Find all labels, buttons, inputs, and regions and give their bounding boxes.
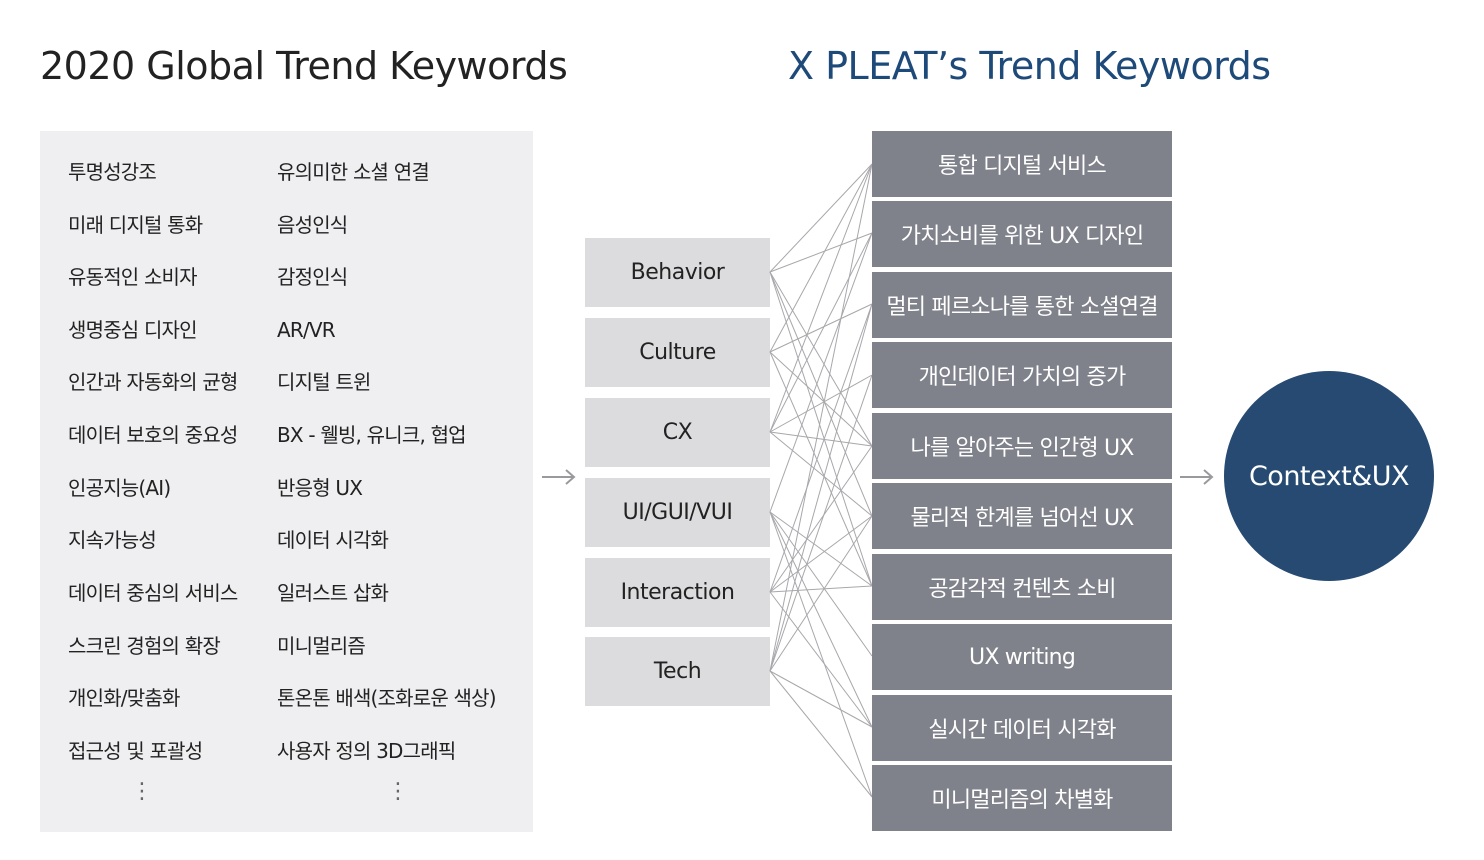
global-keyword-item: 지속가능성 — [68, 528, 157, 552]
global-keyword-item: 인간과 자동화의 균형 — [68, 370, 238, 394]
xpleat-keyword-item: 실시간 데이터 시각화 — [872, 695, 1172, 761]
xpleat-keyword-item: 가치소비를 위한 UX 디자인 — [872, 201, 1172, 267]
global-keywords-panel: 투명성강조 미래 디지털 통화 유동적인 소비자 생명중심 디자인 인간과 자동… — [40, 131, 533, 832]
category-behavior: Behavior — [585, 238, 770, 307]
global-keyword-item: AR/VR — [277, 318, 336, 342]
xpleat-keyword-item: 통합 디지털 서비스 — [872, 131, 1172, 197]
global-keyword-item: 디지털 트윈 — [277, 370, 371, 394]
xpleat-keyword-item: 미니멀리즘의 차별화 — [872, 765, 1172, 831]
ellipsis-icon: ⋮ — [131, 779, 153, 804]
global-keyword-item: 스크린 경험의 확장 — [68, 634, 221, 658]
global-keyword-item: 개인화/맞춤화 — [68, 686, 180, 710]
global-trend-title: 2020 Global Trend Keywords — [40, 44, 568, 88]
global-keyword-item: 감정인식 — [277, 265, 348, 289]
global-keyword-item: 데이터 보호의 중요성 — [68, 423, 238, 447]
category-interaction: Interaction — [585, 558, 770, 627]
global-keyword-item: 접근성 및 포괄성 — [68, 739, 203, 763]
global-keyword-item: 데이터 시각화 — [277, 528, 389, 552]
global-keyword-item: 톤온톤 배색(조화로운 색상) — [277, 686, 497, 710]
xpleat-keyword-item: 물리적 한계를 넘어선 UX — [872, 483, 1172, 549]
global-keyword-item: 음성인식 — [277, 213, 348, 237]
category-tech: Tech — [585, 637, 770, 706]
category-cx: CX — [585, 398, 770, 467]
xpleat-keyword-item: 개인데이터 가치의 증가 — [872, 342, 1172, 408]
global-keyword-item: 일러스트 삽화 — [277, 581, 389, 605]
global-keyword-item: 유의미한 소셜 연결 — [277, 160, 430, 184]
global-keyword-item: 유동적인 소비자 — [68, 265, 198, 289]
context-ux-circle: Context&UX — [1224, 371, 1434, 581]
xpleat-keyword-item: 나를 알아주는 인간형 UX — [872, 413, 1172, 479]
global-keyword-item: 미래 디지털 통화 — [68, 213, 203, 237]
global-keyword-item: 반응형 UX — [277, 476, 363, 500]
xpleat-trend-title: X PLEAT’s Trend Keywords — [788, 44, 1271, 88]
global-keyword-item: 미니멀리즘 — [277, 634, 366, 658]
arrow-right-icon — [542, 469, 576, 485]
category-culture: Culture — [585, 318, 770, 387]
arrow-right-icon — [1180, 469, 1214, 485]
xpleat-keyword-item: 공감각적 컨텐츠 소비 — [872, 554, 1172, 620]
ellipsis-icon: ⋮ — [387, 779, 409, 804]
xpleat-keyword-item: UX writing — [872, 624, 1172, 690]
category-ui-gui-vui: UI/GUI/VUI — [585, 478, 770, 547]
global-keyword-item: 데이터 중심의 서비스 — [68, 581, 238, 605]
global-keyword-item: 생명중심 디자인 — [68, 318, 198, 342]
xpleat-keyword-item: 멀티 페르소나를 통한 소셜연결 — [872, 272, 1172, 338]
global-keyword-item: 인공지능(AI) — [68, 476, 171, 500]
global-keyword-item: BX - 웰빙, 유니크, 협업 — [277, 423, 467, 447]
global-keyword-item: 투명성강조 — [68, 160, 157, 184]
global-keyword-item: 사용자 정의 3D그래픽 — [277, 739, 456, 763]
